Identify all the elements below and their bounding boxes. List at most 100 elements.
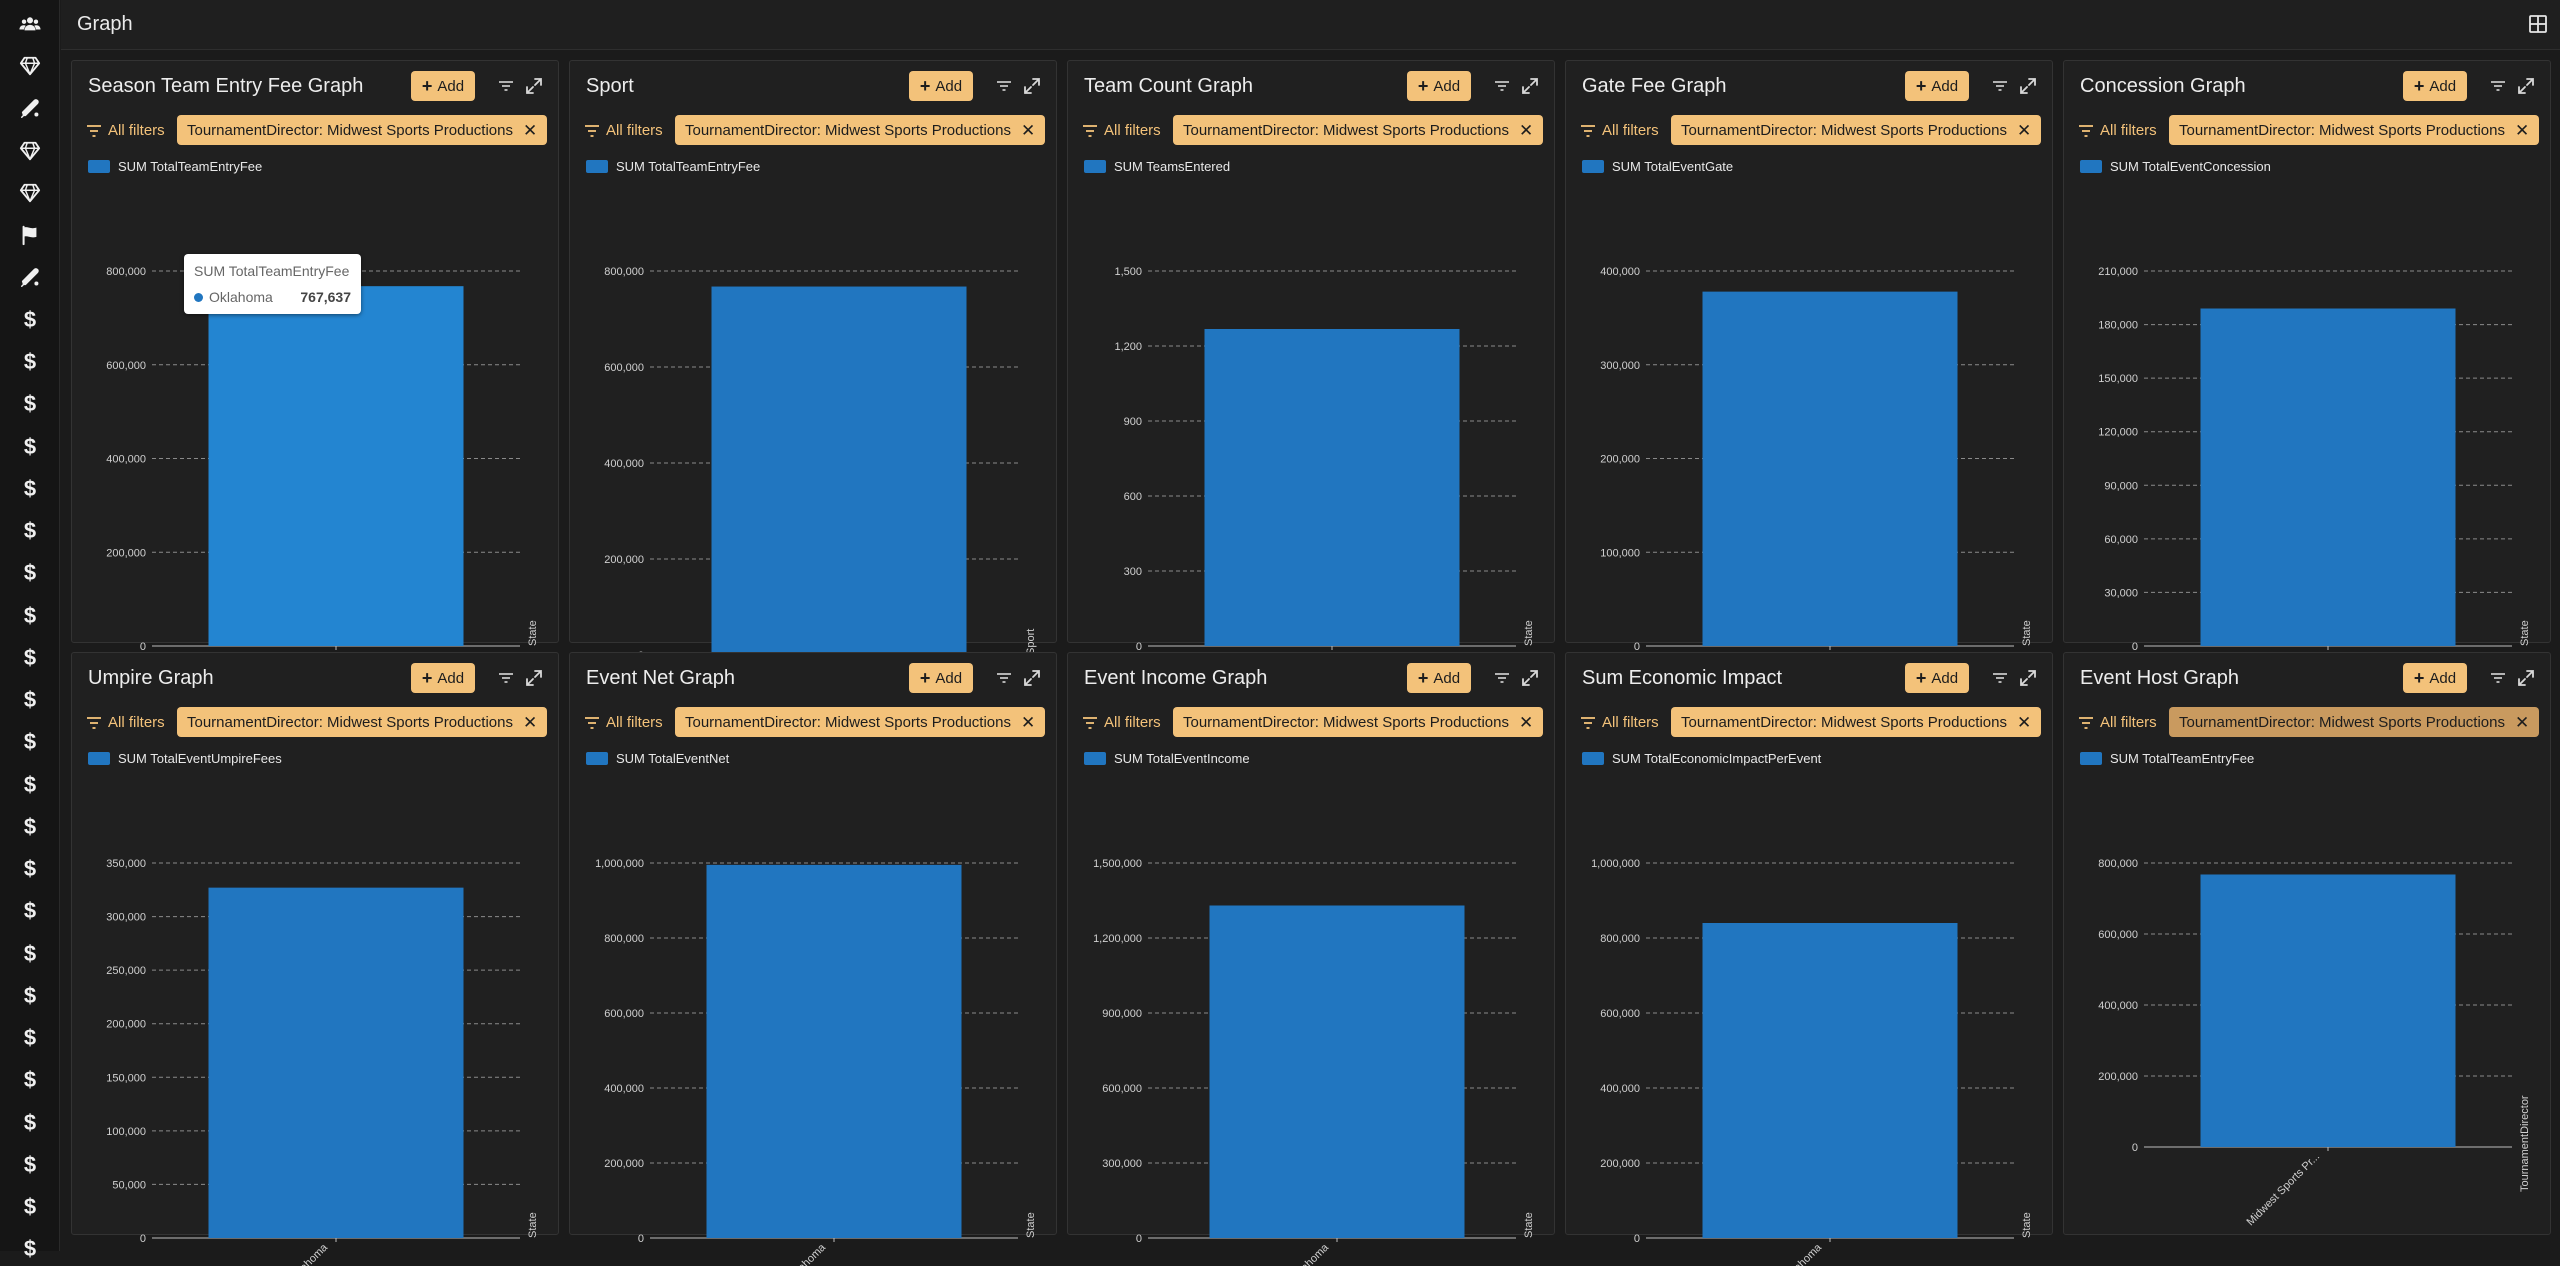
all-filters-button[interactable]: All filters bbox=[86, 714, 165, 731]
sidebar-item-dollar-18[interactable]: $ bbox=[0, 768, 60, 802]
sidebar-item-bat-2[interactable] bbox=[0, 92, 60, 126]
all-filters-button[interactable]: All filters bbox=[584, 122, 663, 139]
sidebar-item-diamond-4[interactable] bbox=[0, 176, 60, 210]
add-button[interactable]: + Add bbox=[2403, 71, 2467, 101]
filter-chip[interactable]: TournamentDirector: Midwest Sports Produ… bbox=[177, 707, 548, 737]
all-filters-button[interactable]: All filters bbox=[1580, 714, 1659, 731]
close-icon[interactable]: ✕ bbox=[522, 120, 538, 140]
bar[interactable] bbox=[1209, 905, 1465, 1239]
chart-legend[interactable]: SUM TotalEventGate bbox=[1582, 159, 1733, 174]
add-button[interactable]: + Add bbox=[1407, 71, 1471, 101]
filter-chip[interactable]: TournamentDirector: Midwest Sports Produ… bbox=[2169, 707, 2540, 737]
filter-chip[interactable]: TournamentDirector: Midwest Sports Produ… bbox=[177, 115, 548, 145]
chart-legend[interactable]: SUM TotalTeamEntryFee bbox=[88, 159, 262, 174]
filter-icon[interactable] bbox=[994, 668, 1014, 688]
all-filters-button[interactable]: All filters bbox=[86, 122, 165, 139]
chart-legend[interactable]: SUM TotalEventConcession bbox=[2080, 159, 2271, 174]
close-icon[interactable]: ✕ bbox=[2514, 120, 2530, 140]
sidebar-item-users-0[interactable] bbox=[0, 7, 60, 41]
bar[interactable] bbox=[208, 887, 464, 1238]
sidebar-item-dollar-23[interactable]: $ bbox=[0, 979, 60, 1013]
sidebar-item-dollar-28[interactable]: $ bbox=[0, 1190, 60, 1224]
filter-chip[interactable]: TournamentDirector: Midwest Sports Produ… bbox=[1671, 707, 2042, 737]
expand-icon[interactable] bbox=[1520, 76, 1540, 96]
filter-chip[interactable]: TournamentDirector: Midwest Sports Produ… bbox=[1173, 115, 1544, 145]
filter-icon[interactable] bbox=[1990, 76, 2010, 96]
filter-icon[interactable] bbox=[2488, 76, 2508, 96]
chart-legend[interactable]: SUM TotalTeamEntryFee bbox=[2080, 751, 2254, 766]
all-filters-button[interactable]: All filters bbox=[2078, 122, 2157, 139]
expand-icon[interactable] bbox=[2018, 668, 2038, 688]
bar[interactable] bbox=[706, 864, 962, 1238]
sidebar-item-dollar-21[interactable]: $ bbox=[0, 894, 60, 928]
filter-chip[interactable]: TournamentDirector: Midwest Sports Produ… bbox=[1173, 707, 1544, 737]
bar[interactable] bbox=[208, 286, 464, 646]
filter-icon[interactable] bbox=[496, 76, 516, 96]
close-icon[interactable]: ✕ bbox=[1518, 712, 1534, 732]
chart-legend[interactable]: SUM TotalEventIncome bbox=[1084, 751, 1250, 766]
filter-chip[interactable]: TournamentDirector: Midwest Sports Produ… bbox=[675, 115, 1046, 145]
expand-icon[interactable] bbox=[524, 668, 544, 688]
close-icon[interactable]: ✕ bbox=[1020, 120, 1036, 140]
sidebar-item-dollar-11[interactable]: $ bbox=[0, 472, 60, 506]
close-icon[interactable]: ✕ bbox=[2514, 712, 2530, 732]
sidebar-item-dollar-12[interactable]: $ bbox=[0, 514, 60, 548]
expand-icon[interactable] bbox=[2516, 76, 2536, 96]
expand-icon[interactable] bbox=[1022, 76, 1042, 96]
sidebar-item-diamond-3[interactable] bbox=[0, 134, 60, 168]
bar[interactable] bbox=[1702, 923, 1958, 1238]
filter-icon[interactable] bbox=[1492, 76, 1512, 96]
all-filters-button[interactable]: All filters bbox=[1082, 122, 1161, 139]
sidebar-item-dollar-29[interactable]: $ bbox=[0, 1232, 60, 1266]
filter-icon[interactable] bbox=[496, 668, 516, 688]
filter-icon[interactable] bbox=[1990, 668, 2010, 688]
expand-icon[interactable] bbox=[2516, 668, 2536, 688]
expand-icon[interactable] bbox=[524, 76, 544, 96]
add-button[interactable]: + Add bbox=[1407, 663, 1471, 693]
expand-icon[interactable] bbox=[2018, 76, 2038, 96]
add-button[interactable]: + Add bbox=[2403, 663, 2467, 693]
sidebar-item-dollar-17[interactable]: $ bbox=[0, 725, 60, 759]
bar[interactable] bbox=[711, 286, 967, 655]
expand-icon[interactable] bbox=[1520, 668, 1540, 688]
sidebar-item-dollar-24[interactable]: $ bbox=[0, 1021, 60, 1055]
filter-chip[interactable]: TournamentDirector: Midwest Sports Produ… bbox=[1671, 115, 2042, 145]
sidebar-item-dollar-7[interactable]: $ bbox=[0, 303, 60, 337]
sidebar-item-dollar-26[interactable]: $ bbox=[0, 1106, 60, 1140]
sidebar-item-dollar-16[interactable]: $ bbox=[0, 683, 60, 717]
all-filters-button[interactable]: All filters bbox=[1580, 122, 1659, 139]
sidebar-item-dollar-25[interactable]: $ bbox=[0, 1063, 60, 1097]
bar[interactable] bbox=[2200, 874, 2456, 1147]
filter-icon[interactable] bbox=[994, 76, 1014, 96]
close-icon[interactable]: ✕ bbox=[1518, 120, 1534, 140]
sidebar-item-bat-6[interactable] bbox=[0, 261, 60, 295]
sidebar-item-dollar-20[interactable]: $ bbox=[0, 852, 60, 886]
add-button[interactable]: + Add bbox=[1905, 663, 1969, 693]
sidebar-item-dollar-27[interactable]: $ bbox=[0, 1148, 60, 1182]
bar[interactable] bbox=[1702, 291, 1958, 646]
close-icon[interactable]: ✕ bbox=[2016, 712, 2032, 732]
sidebar-item-dollar-13[interactable]: $ bbox=[0, 556, 60, 590]
chart-legend[interactable]: SUM TotalEventNet bbox=[586, 751, 729, 766]
close-icon[interactable]: ✕ bbox=[1020, 712, 1036, 732]
sidebar-item-dollar-9[interactable]: $ bbox=[0, 387, 60, 421]
all-filters-button[interactable]: All filters bbox=[584, 714, 663, 731]
all-filters-button[interactable]: All filters bbox=[1082, 714, 1161, 731]
chart-legend[interactable]: SUM TotalEventUmpireFees bbox=[88, 751, 282, 766]
sidebar-item-dollar-15[interactable]: $ bbox=[0, 641, 60, 675]
sidebar-item-diamond-1[interactable] bbox=[0, 49, 60, 83]
add-button[interactable]: + Add bbox=[909, 663, 973, 693]
add-button[interactable]: + Add bbox=[909, 71, 973, 101]
expand-icon[interactable] bbox=[1022, 668, 1042, 688]
add-button[interactable]: + Add bbox=[1905, 71, 1969, 101]
sidebar-item-flag-5[interactable] bbox=[0, 218, 60, 252]
chart-legend[interactable]: SUM TotalTeamEntryFee bbox=[586, 159, 760, 174]
all-filters-button[interactable]: All filters bbox=[2078, 714, 2157, 731]
sidebar-item-dollar-19[interactable]: $ bbox=[0, 810, 60, 844]
bar[interactable] bbox=[2200, 308, 2456, 647]
add-button[interactable]: + Add bbox=[411, 71, 475, 101]
bar[interactable] bbox=[1204, 329, 1460, 646]
add-button[interactable]: + Add bbox=[411, 663, 475, 693]
filter-chip[interactable]: TournamentDirector: Midwest Sports Produ… bbox=[2169, 115, 2540, 145]
chart-legend[interactable]: SUM TeamsEntered bbox=[1084, 159, 1230, 174]
